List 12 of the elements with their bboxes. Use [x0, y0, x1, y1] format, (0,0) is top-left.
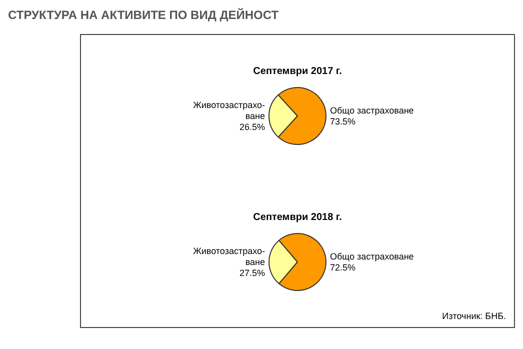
slice-label: Животозастрахо-ване: [193, 246, 265, 267]
slice-label: Общо застраховане: [330, 106, 414, 116]
data-label: 73.5%: [330, 116, 356, 126]
chart-title: СТРУКТУРА НА АКТИВИТЕ ПО ВИД ДЕЙНОСТ: [8, 8, 280, 22]
chart-title: Септември 2018 г.: [253, 212, 342, 223]
chart-subtitle: Септември 2017 г.: [253, 66, 342, 77]
data-label: 26.5%: [239, 122, 265, 132]
slice-label: Общо застраховане: [330, 252, 414, 262]
data-label: 72.5%: [330, 262, 356, 272]
text: Източник: БНБ.: [442, 311, 506, 321]
slice-label: Животозастрахо-ване: [193, 100, 265, 121]
data-label: 27.5%: [239, 268, 265, 278]
